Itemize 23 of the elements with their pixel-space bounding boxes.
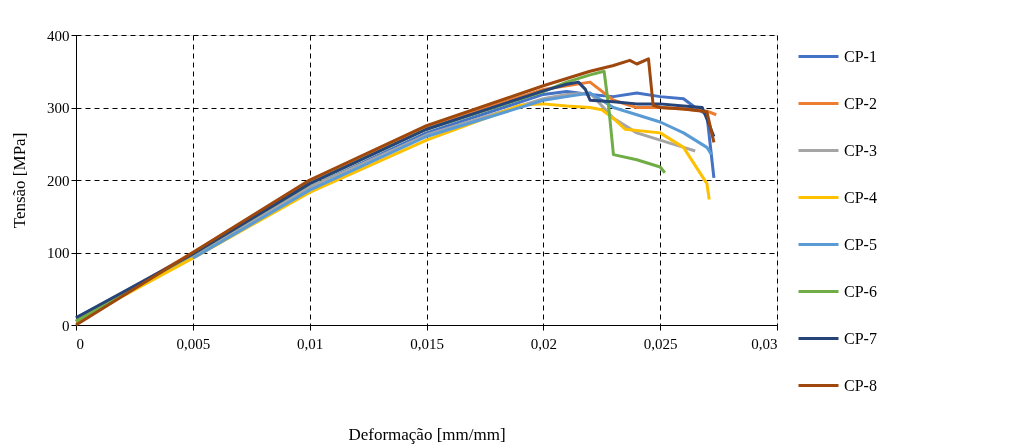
x-tick-label: 0 xyxy=(76,335,84,352)
legend-label: CP-6 xyxy=(844,282,877,300)
y-tick-label: 100 xyxy=(47,245,70,261)
legend-label: CP-5 xyxy=(844,235,877,253)
y-tick-label: 0 xyxy=(62,317,70,334)
y-tick-label: 200 xyxy=(47,172,70,189)
legend-label: CP-4 xyxy=(844,188,877,206)
y-axis-title: Tensão [MPa] xyxy=(10,132,29,229)
x-tick-label: 0,02 xyxy=(530,335,557,352)
x-tick-label: 0,005 xyxy=(176,335,211,352)
x-tick-label: 0,01 xyxy=(297,335,324,352)
y-tick-label: 300 xyxy=(47,100,70,116)
legend-label: CP-7 xyxy=(844,329,877,347)
legend-label: CP-3 xyxy=(844,141,877,159)
line-series xyxy=(191,91,714,260)
x-tick-label: 0,015 xyxy=(410,335,444,352)
legend-label: CP-1 xyxy=(844,47,877,65)
legend-label: CP-8 xyxy=(844,376,877,394)
legend-label: CP-2 xyxy=(844,94,877,112)
x-tick-label: 0,025 xyxy=(643,335,678,352)
x-axis-title: Deformação [mm/mm] xyxy=(348,424,506,444)
x-tick-label: 0,03 xyxy=(751,335,778,352)
y-tick-label: 400 xyxy=(47,27,70,44)
